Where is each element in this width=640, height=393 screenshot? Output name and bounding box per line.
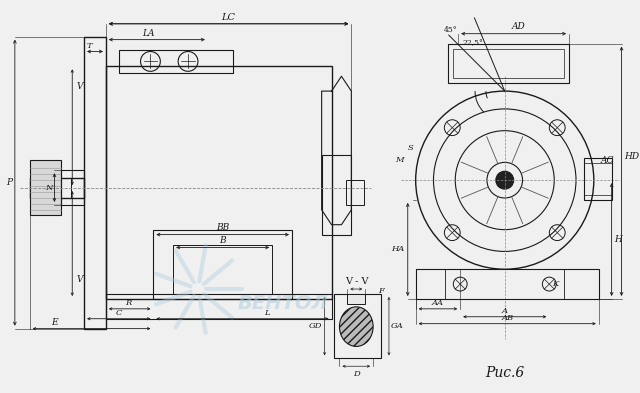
Text: 22,5°: 22,5° bbox=[463, 40, 483, 48]
Bar bbox=[445, 269, 564, 299]
Bar bbox=[584, 163, 612, 195]
Text: P: P bbox=[6, 178, 12, 187]
Text: AA: AA bbox=[432, 299, 444, 307]
Text: D: D bbox=[353, 370, 360, 378]
Text: LA: LA bbox=[142, 29, 155, 38]
Text: A: A bbox=[502, 307, 508, 315]
Bar bbox=[348, 294, 365, 304]
Bar bbox=[322, 155, 351, 235]
Bar bbox=[29, 160, 61, 215]
Text: HA: HA bbox=[392, 246, 404, 253]
Bar bbox=[346, 180, 364, 205]
Ellipse shape bbox=[339, 307, 373, 347]
Bar bbox=[449, 44, 569, 83]
Text: V: V bbox=[77, 275, 83, 284]
Text: ВЕНТОЛ: ВЕНТОЛ bbox=[237, 294, 328, 313]
Bar bbox=[453, 49, 564, 78]
Text: L: L bbox=[264, 309, 270, 317]
Text: T: T bbox=[86, 42, 92, 50]
Bar bbox=[154, 230, 292, 299]
Text: Рис.6: Рис.6 bbox=[485, 366, 524, 380]
Text: C: C bbox=[116, 309, 122, 317]
Text: AB: AB bbox=[501, 314, 513, 322]
Text: BB: BB bbox=[216, 223, 229, 232]
Bar bbox=[61, 170, 84, 205]
Text: 45°: 45° bbox=[444, 26, 457, 34]
Text: N: N bbox=[45, 184, 52, 192]
Text: GD: GD bbox=[309, 322, 323, 330]
Bar bbox=[29, 178, 84, 198]
Bar bbox=[106, 294, 332, 319]
Text: R: R bbox=[125, 299, 132, 307]
Text: V: V bbox=[77, 82, 83, 91]
Bar bbox=[415, 269, 599, 299]
Text: K: K bbox=[552, 280, 559, 288]
Text: GA: GA bbox=[391, 322, 404, 330]
Bar bbox=[119, 50, 232, 73]
Bar bbox=[584, 158, 612, 200]
Bar bbox=[84, 37, 106, 329]
Text: E: E bbox=[51, 318, 58, 327]
Bar bbox=[333, 294, 381, 358]
Text: B: B bbox=[220, 236, 226, 245]
Text: AC: AC bbox=[601, 156, 614, 165]
Text: H: H bbox=[614, 235, 623, 244]
Text: LC: LC bbox=[221, 13, 236, 22]
Bar bbox=[173, 244, 272, 294]
Circle shape bbox=[496, 171, 514, 189]
Text: HD: HD bbox=[625, 152, 639, 161]
Text: F: F bbox=[378, 287, 384, 295]
Text: V - V: V - V bbox=[346, 277, 369, 286]
Text: S: S bbox=[408, 143, 413, 152]
Text: M: M bbox=[395, 156, 404, 164]
Text: AD: AD bbox=[512, 22, 525, 31]
Bar bbox=[71, 178, 84, 198]
Bar bbox=[106, 66, 332, 299]
